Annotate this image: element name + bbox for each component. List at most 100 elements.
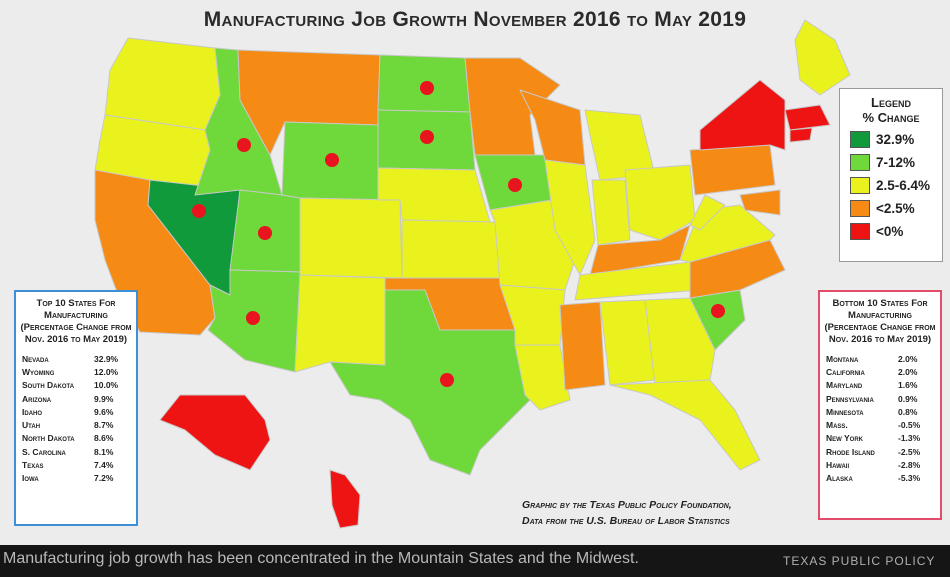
- top-state-marker: [192, 204, 206, 218]
- table-row: California 2.0%: [826, 365, 934, 378]
- legend-title-line1: Legend: [871, 95, 911, 110]
- state-value: 32.9%: [94, 353, 119, 364]
- state-name: Alaska: [826, 473, 853, 484]
- state-value: 7.4%: [94, 460, 114, 471]
- top-state-marker: [325, 153, 339, 167]
- state-name: Rhode Island: [826, 446, 875, 457]
- legend-label: 32.9%: [876, 131, 915, 147]
- table-row: North Dakota 8.6%: [22, 432, 130, 445]
- legend-label: <0%: [876, 223, 904, 239]
- table-row: Texas 7.4%: [22, 458, 130, 471]
- table-row: Maryland 1.6%: [826, 379, 934, 392]
- legend-item: 32.9%: [850, 130, 942, 148]
- legend-title: Legend % Change: [840, 95, 942, 125]
- table-row: Minnesota 0.8%: [826, 405, 934, 418]
- state-indiana: [591, 179, 631, 246]
- state-hawaii: [329, 469, 361, 529]
- us-map: [94, 19, 851, 529]
- state-value: 0.8%: [898, 406, 918, 417]
- state-kentucky: [589, 224, 691, 276]
- state-massachusetts: [784, 104, 831, 131]
- state-mississippi: [559, 301, 606, 391]
- state-name: S. Carolina: [22, 446, 66, 457]
- legend-swatch: [850, 130, 870, 148]
- table-row: Pennsylvania 0.9%: [826, 392, 934, 405]
- table-row: Alaska -5.3%: [826, 472, 934, 485]
- top-10-states-box: Top 10 States For Manufacturing (Percent…: [14, 290, 138, 526]
- table-row: Nevada 32.9%: [22, 352, 130, 365]
- state-west-virginia: [689, 194, 726, 231]
- credit-line-1: Graphic by the Texas Public Policy Found…: [522, 499, 732, 511]
- table-row: Idaho 9.6%: [22, 405, 130, 418]
- table-row: Mass. -0.5%: [826, 418, 934, 431]
- state-georgia: [644, 297, 716, 386]
- state-value: 1.6%: [898, 380, 918, 391]
- caption-text: Manufacturing job growth has been concen…: [3, 550, 639, 567]
- state-name: South Dakota: [22, 380, 75, 391]
- state-new-mexico: [294, 274, 386, 373]
- state-illinois: [544, 159, 596, 276]
- state-value: 8.1%: [94, 446, 114, 457]
- legend-swatch: [850, 153, 870, 171]
- state-name: California: [826, 366, 865, 377]
- state-value: -2.5%: [898, 446, 921, 457]
- state-name: North Dakota: [22, 433, 75, 444]
- state-name: Idaho: [22, 406, 43, 417]
- legend-swatch: [850, 222, 870, 240]
- state-kansas: [401, 219, 501, 279]
- state-name: Iowa: [22, 473, 39, 484]
- state-name: New York: [826, 433, 864, 444]
- legend-label: <2.5%: [876, 200, 915, 216]
- table-row: Arizona 9.9%: [22, 392, 130, 405]
- map-title: Manufacturing Job Growth November 2016 t…: [203, 8, 747, 31]
- table-row: S. Carolina 8.1%: [22, 445, 130, 458]
- state-name: Maryland: [826, 380, 863, 391]
- table-row: New York -1.3%: [826, 432, 934, 445]
- legend-item: 2.5-6.4%: [850, 176, 942, 194]
- state-name: Mass.: [826, 420, 848, 431]
- state-value: -1.3%: [898, 433, 921, 444]
- state-value: 12.0%: [94, 366, 119, 377]
- state-washington: [104, 37, 221, 131]
- top-state-marker: [420, 130, 434, 144]
- state-alaska: [159, 394, 271, 471]
- table-row: Hawaii -2.8%: [826, 458, 934, 471]
- state-name: Utah: [22, 420, 41, 431]
- top-state-marker: [420, 81, 434, 95]
- state-name: Hawaii: [826, 460, 850, 471]
- state-new-york: [699, 79, 786, 151]
- state-rhode-island: [789, 127, 813, 143]
- top-state-marker: [440, 373, 454, 387]
- state-value: 2.0%: [898, 353, 918, 364]
- legend-item: <2.5%: [850, 199, 942, 217]
- state-value: 7.2%: [94, 473, 114, 484]
- table-row: Rhode Island -2.5%: [826, 445, 934, 458]
- state-value: 8.7%: [94, 420, 114, 431]
- state-value: 9.9%: [94, 393, 114, 404]
- legend-item: <0%: [850, 222, 942, 240]
- legend-swatch: [850, 176, 870, 194]
- legend-label: 7-12%: [876, 154, 916, 170]
- state-colorado: [299, 197, 403, 279]
- state-maine: [794, 19, 851, 96]
- state-name: Wyoming: [22, 366, 55, 377]
- caption-source: TEXAS PUBLIC POLICY: [783, 554, 936, 568]
- top-state-marker: [237, 138, 251, 152]
- bottom-10-header: Bottom 10 States For Manufacturing (Perc…: [824, 298, 936, 345]
- table-row: Utah 8.7%: [22, 418, 130, 431]
- state-value: 2.0%: [898, 366, 918, 377]
- state-texas: [329, 289, 531, 476]
- credit-line-2: Data from the U.S. Bureau of Labor Stati…: [522, 515, 730, 527]
- state-value: -2.8%: [898, 460, 921, 471]
- state-maryland: [739, 189, 781, 216]
- state-florida: [609, 379, 761, 471]
- table-row: Montana 2.0%: [826, 352, 934, 365]
- state-name: Minnesota: [826, 406, 864, 417]
- table-row: South Dakota 10.0%: [22, 379, 130, 392]
- legend-item: 7-12%: [850, 153, 942, 171]
- state-louisiana: [514, 344, 571, 411]
- state-value: 9.6%: [94, 406, 114, 417]
- map-graphic: Manufacturing Job Growth November 2016 t…: [0, 0, 950, 545]
- state-value: 10.0%: [94, 380, 119, 391]
- state-name: Pennsylvania: [826, 393, 874, 404]
